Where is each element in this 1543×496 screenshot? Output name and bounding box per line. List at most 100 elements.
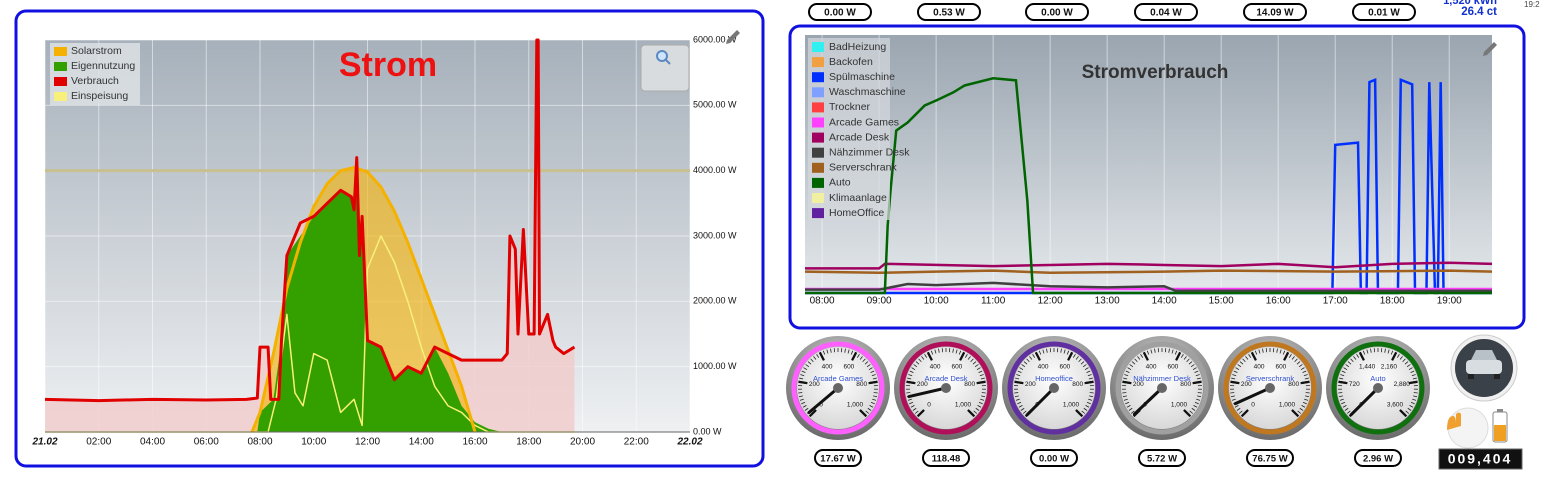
top-value: 0.04 W [1150, 8, 1182, 19]
gauge-minor-tick [1405, 410, 1410, 414]
gauge-minor-tick [1404, 361, 1409, 365]
gauge-minor-tick [981, 395, 986, 398]
gauge-minor-tick [934, 349, 937, 354]
gauge-minor-tick [938, 348, 940, 353]
gauge-minor-tick [964, 354, 968, 358]
gauge-hub [1049, 383, 1059, 393]
gauge-minor-tick [802, 404, 807, 408]
legend-label: Einspeisung [71, 90, 128, 102]
gauge-minor-tick [981, 392, 986, 394]
gauge-value-box [1246, 449, 1294, 467]
gauge-tick-label: 200 [1133, 381, 1144, 388]
gauge-tick [906, 380, 916, 385]
gauge-minor-tick [1302, 401, 1307, 405]
gauge-minor-tick [1017, 401, 1022, 405]
gauge-minor-tick [1086, 401, 1091, 405]
gauge-minor-tick [967, 356, 971, 360]
x-tick-label: 21.02 [31, 437, 57, 448]
gauge-tick-label: 1,000 [847, 402, 864, 409]
x-tick-label: 10:00 [924, 296, 949, 307]
gauge-tick [916, 409, 925, 418]
gauge-tick [1358, 351, 1365, 361]
chart-title: Stromverbrauch [1082, 62, 1229, 83]
gauge-minor-tick [1239, 361, 1244, 365]
top-value: 0.00 W [824, 8, 856, 19]
gauge-minor-tick [799, 398, 804, 401]
car-button[interactable] [1450, 334, 1518, 402]
gauge-tick [1391, 351, 1398, 361]
gauge-hub [941, 383, 951, 393]
series-line [45, 235, 575, 433]
gauge-minor-tick [1123, 398, 1128, 401]
gauge-minor-tick [1231, 398, 1236, 401]
gauge-minor-tick [1413, 392, 1418, 394]
x-tick-label: 14:00 [409, 437, 434, 448]
gauge-minor-tick [1126, 404, 1131, 408]
legend-swatch [812, 147, 824, 158]
gauge-value: 0.00 W [1039, 454, 1069, 465]
gauge-minor-tick [1075, 356, 1079, 360]
series-line [805, 281, 1492, 293]
gauge-minor-tick [1346, 410, 1351, 414]
gauge-minor-tick [1180, 354, 1184, 358]
gauge-minor-tick [850, 350, 854, 355]
legend-label: Waschmaschine [829, 86, 906, 98]
x-tick-label: 02:00 [86, 437, 111, 448]
gauge-minor-tick [1305, 395, 1310, 398]
gauge-tick [1084, 380, 1094, 385]
gauge-minor-tick [909, 370, 914, 374]
gauge-tick [1283, 351, 1290, 361]
gauge-tick-label: 400 [1146, 363, 1157, 370]
gauge-minor-tick [1196, 398, 1201, 401]
gauge-minor-tick [1146, 350, 1150, 355]
gauge-minor-tick [1197, 392, 1202, 394]
gauge-minor-tick [801, 370, 806, 374]
gauge-tick-label: 1,000 [1279, 402, 1296, 409]
gauge-tick-label: 1,000 [1063, 402, 1080, 409]
gauge-value-box [922, 449, 970, 467]
gauge-minor-tick [910, 404, 915, 408]
gauge-minor-tick [871, 374, 876, 377]
gauge-minor-tick [1122, 395, 1127, 398]
gauge-minor-tick [1245, 356, 1249, 360]
pencil-icon[interactable] [1483, 42, 1497, 56]
gauge-value: 5.72 W [1147, 454, 1177, 465]
gauge-tick [818, 351, 825, 361]
gauge-minor-tick [872, 377, 877, 380]
gauge-minor-tick [1410, 370, 1415, 374]
gauge-minor-tick [1234, 404, 1239, 408]
gauge-minor-tick [1078, 358, 1082, 363]
gauge-minor-tick [1130, 410, 1135, 414]
gauge-tick-label: 200 [917, 381, 928, 388]
gauge-minor-tick [1340, 374, 1345, 377]
gauge-minor-tick [1060, 348, 1062, 353]
gauge-tick [1067, 351, 1074, 361]
gauge-minor-tick [872, 398, 877, 401]
gauge-minor-tick [864, 361, 869, 365]
gauge-minor-tick [1154, 348, 1156, 353]
gauge-minor-tick [906, 392, 911, 394]
gauge-minor-tick [1230, 392, 1235, 394]
gauge-minor-tick [974, 364, 979, 368]
range-button[interactable] [640, 44, 690, 92]
gauge-hub [1157, 383, 1167, 393]
gauge-hub [1373, 383, 1383, 393]
gauge-minor-tick [1412, 377, 1417, 380]
x-tick-label: 12:00 [355, 437, 380, 448]
pencil-icon[interactable] [726, 30, 740, 44]
legend-label: Spülmaschine [829, 71, 895, 83]
top-value-box [1025, 3, 1089, 21]
gauge-minor-tick [1296, 361, 1301, 365]
gauge-minor-tick [930, 350, 934, 355]
legend-swatch [54, 62, 67, 71]
gauge-minor-tick [1021, 364, 1026, 368]
x-tick-label: 19:00 [1437, 296, 1462, 307]
mode-button[interactable] [1447, 407, 1489, 449]
gauge-minor-tick [958, 350, 962, 355]
gauge-hub [833, 383, 843, 393]
gauge-minor-tick [1254, 350, 1258, 355]
gauge-minor-tick [1299, 407, 1304, 411]
gauge-tick [1175, 351, 1182, 361]
top-value: 0.53 W [933, 8, 965, 19]
gauge-minor-tick [907, 377, 912, 380]
